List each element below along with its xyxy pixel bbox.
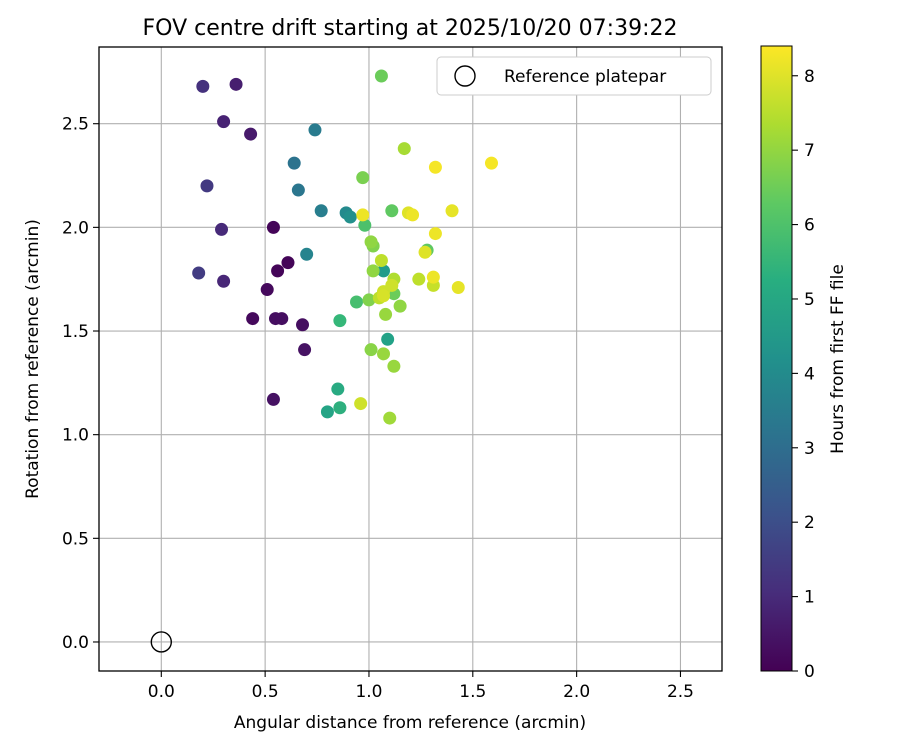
data-point (192, 266, 206, 280)
x-axis-ticks: 0.0 0.5 1.0 1.5 2.0 2.5 (148, 671, 694, 702)
x-axis-label: Angular distance from reference (arcmin) (234, 713, 586, 733)
data-point (296, 318, 310, 332)
data-point (362, 293, 376, 307)
reference-platepar-marker (150, 631, 173, 653)
y-tick-label: 1.0 (62, 426, 89, 446)
colorbar-gradient (760, 45, 793, 672)
data-point (266, 220, 280, 234)
y-axis-ticks: 0.0 0.5 1.0 1.5 2.0 2.5 (62, 115, 99, 653)
y-tick-label: 0.0 (62, 633, 89, 653)
data-point (298, 343, 312, 357)
data-point (385, 204, 399, 218)
data-point (215, 222, 229, 236)
data-point (393, 299, 407, 313)
colorbar: 0 1 2 3 4 5 6 7 8 Hours from first FF file (760, 45, 848, 682)
colorbar-tick-label: 4 (804, 364, 815, 384)
data-point (428, 227, 442, 241)
data-point (217, 115, 231, 129)
colorbar-tick-label: 2 (804, 513, 815, 533)
data-point (385, 278, 399, 292)
x-tick-label: 0.0 (148, 682, 175, 702)
data-point (287, 156, 301, 170)
data-point (397, 142, 411, 156)
data-point (320, 405, 334, 419)
x-tick-label: 2.0 (563, 682, 590, 702)
data-point (426, 270, 440, 284)
data-point (356, 208, 370, 222)
data-point (377, 264, 391, 278)
data-point (366, 264, 380, 278)
legend-entry-reference: Reference platepar (504, 67, 666, 87)
legend-reference-marker (454, 65, 476, 87)
data-point (445, 204, 459, 218)
data-point (364, 343, 378, 357)
y-tick-label: 2.0 (62, 218, 89, 238)
y-tick-label: 1.5 (62, 322, 89, 342)
data-point (275, 312, 289, 326)
data-point (374, 69, 388, 83)
data-point (246, 312, 260, 326)
data-point (244, 127, 258, 141)
data-point (314, 204, 328, 218)
colorbar-tick-label: 6 (804, 216, 815, 236)
data-point (406, 208, 420, 222)
data-point (200, 179, 214, 193)
data-point (333, 314, 347, 328)
data-point (377, 289, 391, 303)
data-point (379, 307, 393, 321)
data-point (356, 171, 370, 185)
data-point (418, 245, 432, 259)
data-point (271, 264, 285, 278)
x-tick-label: 1.5 (459, 682, 486, 702)
x-tick-label: 0.5 (252, 682, 279, 702)
data-point (331, 382, 345, 396)
legend: Reference platepar (436, 56, 712, 96)
colorbar-tick-label: 7 (804, 141, 815, 161)
data-point (358, 218, 372, 232)
data-point (300, 247, 314, 261)
colorbar-tick-label: 1 (804, 588, 815, 608)
data-point (354, 397, 368, 411)
data-point (343, 210, 357, 224)
data-point (266, 392, 280, 406)
data-point (383, 411, 397, 425)
data-point (281, 256, 295, 270)
colorbar-label: Hours from first FF file (828, 264, 848, 454)
colorbar-ticks: 0 1 2 3 4 5 6 7 8 (792, 67, 815, 682)
data-point (387, 359, 401, 373)
data-point (196, 79, 210, 93)
data-point (308, 123, 322, 137)
y-tick-label: 0.5 (62, 529, 89, 549)
data-points (192, 69, 498, 425)
x-tick-label: 1.0 (355, 682, 382, 702)
y-tick-label: 2.5 (62, 115, 89, 135)
data-point (333, 401, 347, 415)
data-point (428, 160, 442, 174)
x-tick-label: 2.5 (667, 682, 694, 702)
plot-frame (98, 46, 723, 672)
colorbar-tick-label: 0 (804, 662, 815, 682)
data-point (381, 332, 395, 346)
data-point (229, 77, 243, 91)
chart-title: FOV centre drift starting at 2025/10/20 … (143, 16, 678, 41)
data-point (484, 156, 498, 170)
data-point (412, 272, 426, 286)
y-axis-label: Rotation from reference (arcmin) (23, 219, 43, 499)
colorbar-tick-label: 8 (804, 67, 815, 87)
data-point (364, 235, 378, 249)
data-point (217, 274, 231, 288)
data-point (374, 254, 388, 268)
grid-lines (99, 47, 722, 671)
data-point (350, 295, 364, 309)
data-point (451, 280, 465, 294)
data-point (260, 283, 274, 297)
colorbar-tick-label: 3 (804, 439, 815, 459)
legend-box (436, 56, 712, 96)
data-point (377, 347, 391, 361)
colorbar-tick-label: 5 (804, 290, 815, 310)
data-point (291, 183, 305, 197)
